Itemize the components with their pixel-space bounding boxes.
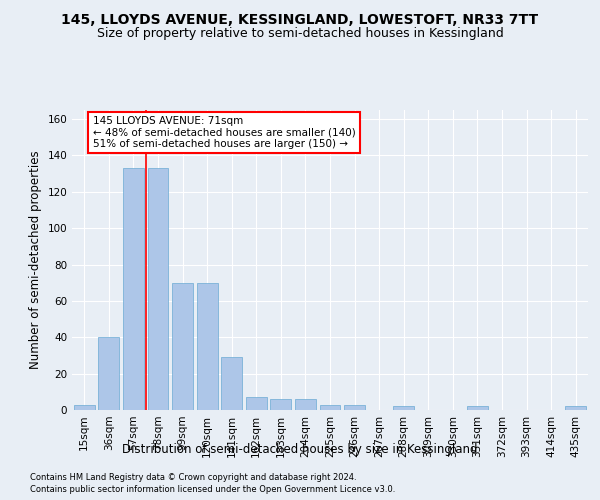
Bar <box>320 404 340 410</box>
Bar <box>123 168 144 410</box>
Bar <box>98 338 119 410</box>
Bar <box>197 282 218 410</box>
Bar <box>393 406 414 410</box>
Text: 145 LLOYDS AVENUE: 71sqm
← 48% of semi-detached houses are smaller (140)
51% of : 145 LLOYDS AVENUE: 71sqm ← 48% of semi-d… <box>92 116 355 149</box>
Bar <box>74 404 95 410</box>
Text: Distribution of semi-detached houses by size in Kessingland: Distribution of semi-detached houses by … <box>122 442 478 456</box>
Bar <box>172 282 193 410</box>
Bar <box>295 399 316 410</box>
Bar <box>221 358 242 410</box>
Y-axis label: Number of semi-detached properties: Number of semi-detached properties <box>29 150 42 370</box>
Text: Contains HM Land Registry data © Crown copyright and database right 2024.: Contains HM Land Registry data © Crown c… <box>30 472 356 482</box>
Bar <box>467 406 488 410</box>
Text: Size of property relative to semi-detached houses in Kessingland: Size of property relative to semi-detach… <box>97 28 503 40</box>
Bar <box>148 168 169 410</box>
Bar <box>565 406 586 410</box>
Text: 145, LLOYDS AVENUE, KESSINGLAND, LOWESTOFT, NR33 7TT: 145, LLOYDS AVENUE, KESSINGLAND, LOWESTO… <box>61 12 539 26</box>
Bar <box>271 399 292 410</box>
Bar <box>246 398 267 410</box>
Text: Contains public sector information licensed under the Open Government Licence v3: Contains public sector information licen… <box>30 485 395 494</box>
Bar <box>344 404 365 410</box>
